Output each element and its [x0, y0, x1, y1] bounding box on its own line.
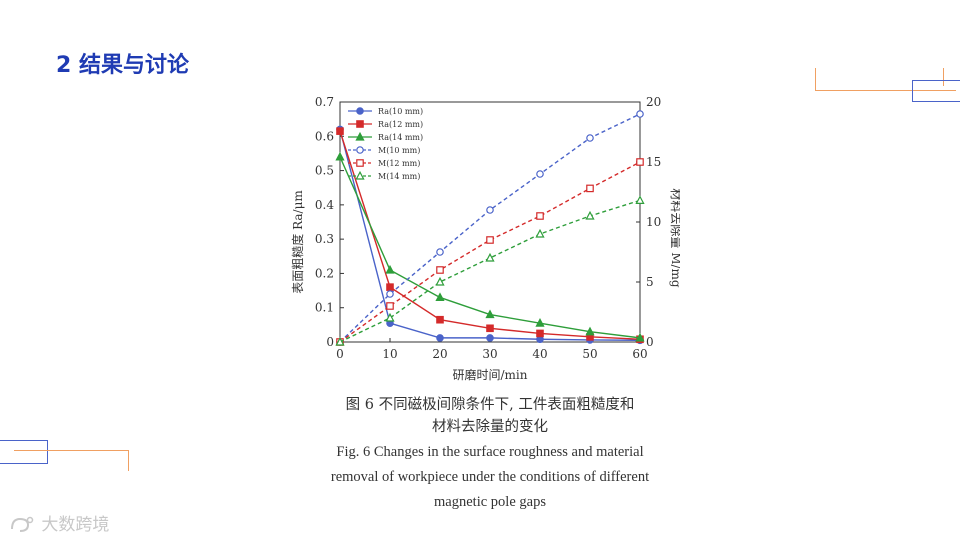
x-tick-label: 20	[432, 347, 447, 361]
caption-en-line-2: removal of workpiece under the condition…	[330, 469, 650, 485]
data-point	[636, 110, 644, 118]
data-point	[386, 302, 394, 310]
y-left-tick-label: 0.4	[315, 198, 334, 212]
data-point	[635, 195, 645, 205]
data-point	[486, 206, 494, 214]
data-point	[536, 329, 544, 338]
data-point	[356, 107, 364, 115]
watermark-text: 大数跨境	[41, 515, 110, 535]
slide-title: 2 结果与讨论	[56, 53, 189, 78]
legend-label: Ra(10 mm)	[378, 107, 423, 116]
caption-cn-line-1: 图 6 不同磁极间隙条件下, 工件表面粗糙度和	[345, 397, 635, 413]
caption-cn-line-2: 材料去除量的变化	[432, 419, 548, 435]
data-point	[356, 146, 364, 154]
dual-axis-line-chart: 0 10 20 30 40 50 6000.10.20.30.40.50.60.705101…	[290, 95, 680, 382]
y-left-tick-label: 0.1	[315, 301, 334, 315]
legend-label: Ra(14 mm)	[378, 133, 423, 142]
data-point	[436, 334, 444, 342]
legend-label: Ra(12 mm)	[378, 120, 423, 129]
y-left-tick-label: 0.3	[315, 232, 334, 246]
legend-label: M(10 mm)	[378, 146, 420, 155]
legend-entry: Ra(12 mm)	[348, 120, 423, 129]
x-tick-label: 40	[532, 347, 547, 361]
data-point	[536, 170, 544, 178]
data-point	[585, 210, 595, 220]
data-point	[386, 290, 394, 298]
legend-entry: M(10 mm)	[348, 146, 420, 155]
data-point	[356, 120, 364, 128]
y-right-tick-label: 10	[646, 215, 661, 229]
y-right-tick-label: 5	[646, 275, 654, 289]
data-point	[585, 326, 595, 336]
data-point	[636, 158, 644, 166]
y-axis-left-label: 表面粗糙度 Ra/μm	[290, 190, 305, 294]
data-point	[586, 134, 594, 142]
legend-entry: M(14 mm)	[348, 170, 420, 181]
y-left-tick-label: 0.5	[315, 164, 334, 178]
data-point	[485, 309, 495, 319]
legend-entry: Ra(14 mm)	[348, 131, 423, 142]
legend-label: M(14 mm)	[378, 172, 420, 181]
y-right-tick-label: 0	[646, 335, 654, 349]
data-point	[635, 332, 645, 342]
figure-caption-chinese: 图 6 不同磁极间隙条件下, 工件表面粗糙度和 材料去除量的变化	[290, 394, 690, 438]
x-tick-label: 50	[582, 347, 597, 361]
x-tick-label: 60	[632, 347, 647, 361]
decor-line-top-right-orange	[943, 68, 944, 86]
series-m-14-mm	[335, 195, 645, 346]
watermark: 大数跨境	[8, 510, 109, 535]
watermark-logo-icon	[11, 516, 34, 532]
series-layer	[335, 110, 645, 346]
x-axis-label: 研磨时间/min	[453, 368, 528, 382]
data-point	[355, 170, 365, 180]
legend-label: M(12 mm)	[378, 159, 420, 168]
data-point	[435, 276, 445, 286]
y-axis-right-label: 材料去除量 M/mg	[669, 188, 680, 288]
caption-en-line-3: magnetic pole gaps	[434, 494, 546, 510]
data-point	[485, 252, 495, 262]
data-point	[486, 236, 494, 244]
x-tick-label: 10	[382, 347, 397, 361]
tick-labels: 0 10 20 30 40 50 6000.10.20.30.40.50.60.705101…	[315, 95, 661, 361]
data-point	[535, 228, 545, 238]
data-point	[435, 292, 445, 302]
data-point	[355, 131, 365, 141]
data-point	[436, 315, 444, 324]
data-point	[536, 212, 544, 220]
legend-entry: Ra(10 mm)	[348, 107, 423, 116]
y-left-tick-label: 0.6	[315, 129, 334, 143]
decor-frame-bottom-left-blue	[0, 440, 48, 464]
series-ra-14-mm	[335, 151, 645, 342]
x-tick-label: 0	[336, 347, 344, 361]
data-point	[436, 266, 444, 274]
decor-frame-top-right-blue	[912, 80, 960, 102]
y-left-tick-label: 0.7	[315, 95, 334, 109]
legend-entry: M(12 mm)	[348, 159, 420, 168]
y-left-tick-label: 0.2	[315, 266, 334, 280]
legend: Ra(10 mm) Ra(12 mm) Ra(14 mm) M(10 mm) M(12 …	[348, 107, 423, 181]
decor-frame-bottom-left-orange	[14, 450, 129, 471]
data-point	[436, 248, 444, 256]
data-point	[336, 127, 344, 135]
data-point	[386, 283, 394, 291]
y-left-tick-label: 0	[326, 335, 334, 349]
data-point	[385, 312, 395, 322]
data-point	[486, 334, 494, 342]
y-right-tick-label: 15	[646, 155, 661, 169]
data-point	[335, 151, 345, 161]
figure-caption-english: Fig. 6 Changes in the surface roughness …	[290, 440, 690, 515]
decor-frame-top-right-orange	[815, 68, 956, 91]
data-point	[335, 336, 345, 346]
data-point	[356, 159, 364, 167]
caption-en-line-1: Fig. 6 Changes in the surface roughness …	[336, 444, 644, 460]
y-right-tick-label: 20	[646, 95, 661, 109]
data-point	[586, 184, 594, 193]
data-point	[385, 264, 395, 274]
data-point	[535, 318, 545, 327]
x-tick-label: 30	[482, 347, 497, 361]
data-point	[486, 324, 494, 333]
